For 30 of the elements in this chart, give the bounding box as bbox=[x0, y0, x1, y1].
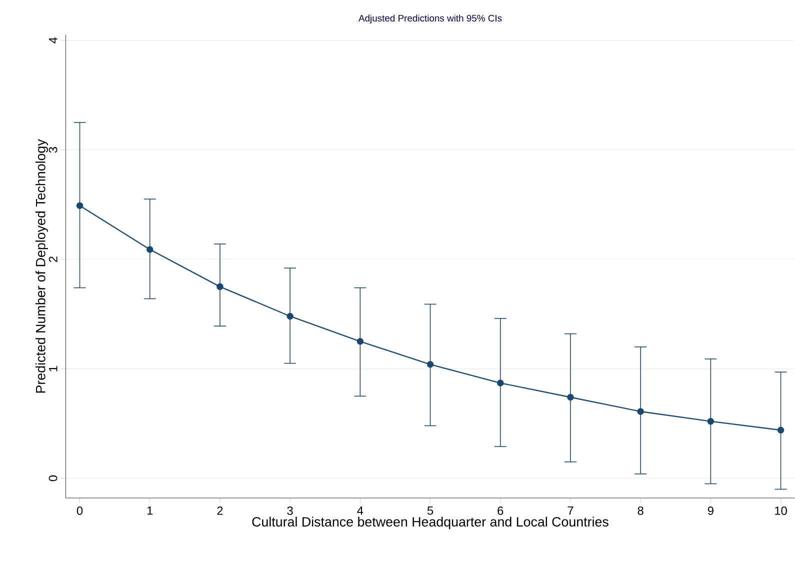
x-tick-label: 0 bbox=[76, 506, 83, 516]
x-tick-label: 10 bbox=[775, 506, 787, 516]
point bbox=[286, 313, 294, 320]
point bbox=[356, 338, 364, 345]
y-tick-label: 4 bbox=[49, 38, 58, 44]
y-tick-label: 2 bbox=[48, 256, 58, 262]
x-tick-label: 6 bbox=[498, 506, 504, 516]
point bbox=[426, 361, 434, 368]
x-tick-label: 7 bbox=[568, 506, 574, 515]
point bbox=[146, 246, 154, 253]
y-tick-label: 0 bbox=[48, 476, 58, 482]
x-tick-label: 8 bbox=[638, 506, 644, 516]
chart-title: Adjusted Predictions with 95% CIs bbox=[358, 14, 502, 24]
point bbox=[707, 418, 714, 425]
point bbox=[76, 202, 84, 210]
x-tick-label: 9 bbox=[708, 506, 714, 516]
x-tick-label: 5 bbox=[427, 506, 434, 515]
y-tick-label: 3 bbox=[48, 147, 58, 153]
x-tick-label: 1 bbox=[147, 506, 153, 515]
x-tick-label: 2 bbox=[217, 506, 223, 515]
x-tick-label: 3 bbox=[287, 506, 293, 516]
point bbox=[637, 408, 644, 416]
point bbox=[777, 426, 784, 434]
point bbox=[497, 380, 504, 387]
point bbox=[216, 283, 224, 290]
x-axis-title: Cultural Distance between Headquarter and Local Countries bbox=[252, 516, 608, 530]
y-tick-label: 1 bbox=[49, 366, 58, 372]
x-tick-label: 4 bbox=[357, 506, 364, 515]
y-axis-title: Predicted Number of Deployed Technology bbox=[35, 139, 48, 393]
point bbox=[567, 394, 574, 401]
